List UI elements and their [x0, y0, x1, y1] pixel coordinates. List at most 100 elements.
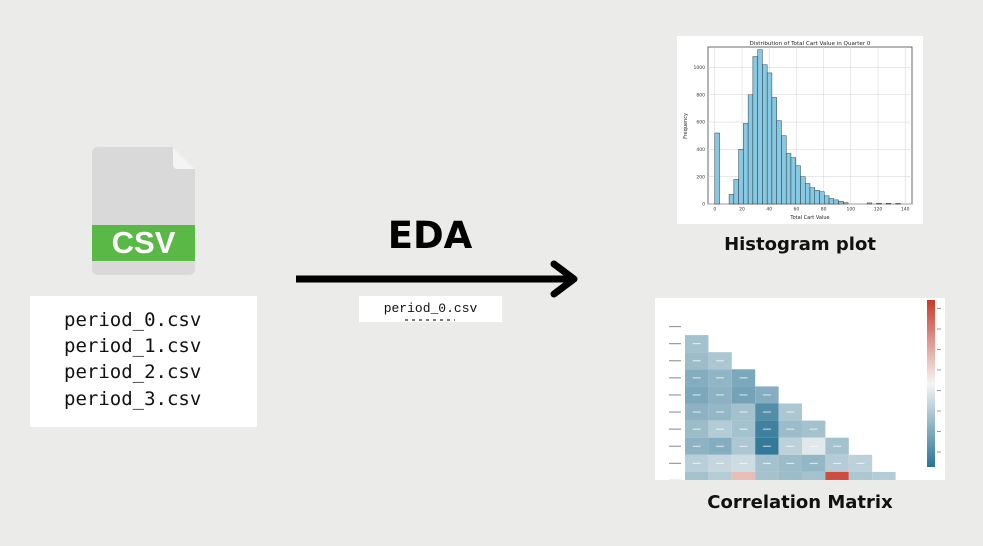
histogram-bar: [805, 183, 811, 205]
cell-value-mark: [716, 462, 725, 464]
cell-value-mark: [739, 394, 748, 396]
histogram-bar: [771, 97, 777, 205]
colorbar-tick: [937, 451, 941, 453]
x-tick-label: 60: [794, 207, 800, 213]
cell-value-mark: [762, 428, 771, 430]
histogram-bar: [819, 191, 825, 205]
histogram-bar: [824, 195, 830, 205]
cell-value-mark: [856, 462, 865, 464]
heatmap-cell: [778, 471, 802, 489]
histogram-bar: [752, 56, 758, 205]
colorbar: [927, 300, 935, 467]
histogram-bar: [814, 190, 820, 205]
colorbar-tick: [937, 410, 941, 412]
cell-value-mark: [739, 462, 748, 464]
row-tick-label: [669, 394, 681, 396]
correlation-caption: Correlation Matrix: [707, 492, 893, 513]
cell-value-mark: [692, 462, 701, 464]
row-tick-label: [669, 377, 681, 379]
histogram-bar: [757, 49, 763, 205]
histogram-bar: [762, 64, 768, 205]
cell-value-mark: [716, 411, 725, 413]
colorbar-tick: [937, 349, 941, 350]
x-tick-label: 140: [901, 207, 910, 213]
y-tick-label: 1000: [694, 65, 706, 71]
y-tick-label: 0: [702, 202, 705, 208]
heatmap-cell: [848, 471, 873, 489]
histogram-bar: [795, 165, 801, 205]
x-tick-label: 40: [766, 207, 772, 213]
x-tick-label: 120: [874, 207, 883, 213]
file-name: period_0.csv: [64, 309, 202, 331]
correlation-card: [655, 298, 945, 495]
histogram-bar: [809, 187, 815, 205]
histogram-bar: [838, 201, 844, 205]
histogram-bar: [895, 203, 901, 205]
row-tick-label: [669, 360, 681, 362]
histogram-bar: [738, 149, 744, 205]
y-tick-label: 400: [696, 147, 705, 153]
cell-value-mark: [809, 428, 818, 430]
x-tick-label: 0: [713, 207, 716, 213]
cell-value-mark: [692, 343, 701, 345]
cell-value-mark: [833, 462, 842, 464]
histogram-chart: 0 200 400 600 800 1000 0 20 40 60 80 100 120 140 Dist…: [683, 41, 913, 221]
y-tick-label: 600: [696, 120, 705, 126]
histogram-bar: [766, 72, 773, 205]
cell-value-mark: [692, 377, 701, 379]
histogram-card: 0 200 400 600 800 1000 0 20 40 60 80 100 120 140 Dist…: [677, 36, 923, 224]
heatmap-cell: [802, 471, 826, 489]
cell-value-mark: [762, 394, 771, 396]
cell-value-mark: [716, 360, 725, 362]
histogram-bar: [866, 202, 873, 205]
colorbar-tick: [937, 369, 941, 371]
csv-badge: [92, 225, 195, 261]
histogram-bar: [828, 198, 835, 205]
file-list-card: period_0.csv period_1.csv period_2.csv p…: [30, 296, 257, 427]
correlation-heatmap: [669, 300, 941, 495]
histogram-bar: [733, 179, 739, 205]
y-axis-label: Frequency: [683, 113, 689, 139]
file-name: period_3.csv: [64, 388, 202, 410]
histogram-bar: [785, 153, 792, 205]
moving-file-chip: period_0.csv: [359, 296, 502, 322]
heatmap-cell: [755, 471, 779, 489]
cell-value-mark: [716, 445, 725, 447]
row-tick-label: [669, 343, 681, 345]
histogram-bar: [833, 199, 839, 205]
next-file-ghost: [405, 319, 455, 321]
cell-value-mark: [762, 411, 771, 413]
colorbar-tick: [937, 431, 941, 432]
y-tick-label: 200: [696, 174, 705, 180]
cell-value-mark: [809, 445, 818, 447]
cell-value-mark: [692, 411, 701, 413]
heatmap-cell: [825, 471, 849, 489]
cell-value-mark: [762, 445, 771, 447]
cell-value-mark: [762, 462, 771, 464]
csv-badge-text: CSV: [112, 225, 176, 260]
cell-value-mark: [833, 445, 842, 447]
cell-value-mark: [739, 377, 748, 379]
cell-value-mark: [786, 428, 795, 430]
heatmap-cell: [685, 471, 709, 489]
x-axis-label: Total Cart Value: [789, 215, 829, 221]
csv-file-icon: CSV: [92, 147, 195, 275]
row-tick-label: [669, 445, 681, 447]
row-tick-label: [669, 462, 681, 464]
histogram-bar: [747, 94, 754, 205]
histogram-caption: Histogram plot: [724, 234, 876, 255]
histogram-bar: [843, 202, 849, 205]
cell-value-mark: [809, 462, 818, 464]
cell-value-mark: [786, 462, 795, 464]
cell-value-mark: [692, 394, 701, 396]
cell-value-mark: [786, 445, 795, 447]
eda-label: EDA: [387, 214, 473, 257]
row-tick-label: [669, 325, 681, 328]
cell-value-mark: [716, 377, 725, 379]
chart-title: Distribution of Total Cart Value in Quar…: [750, 41, 871, 47]
histogram-bar: [800, 176, 806, 205]
moving-file-label: period_0.csv: [383, 301, 478, 316]
x-tick-label: 80: [821, 207, 827, 213]
y-tick-label: 800: [696, 92, 705, 98]
histogram-bar: [728, 194, 735, 205]
